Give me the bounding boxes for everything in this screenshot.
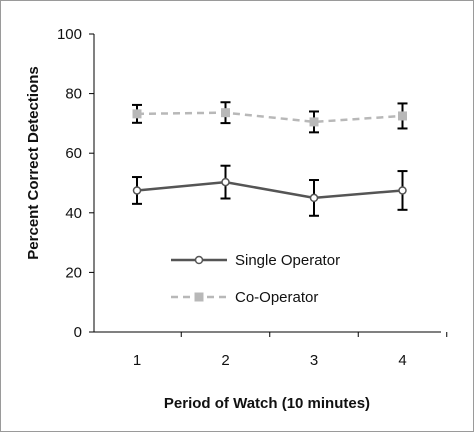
data-point: [132, 109, 142, 119]
series-line: [136, 180, 403, 200]
series-layer: [132, 101, 408, 217]
y-tick-label: 40: [65, 205, 82, 222]
legend-swatch-marker: [194, 255, 204, 265]
x-tick-label: 3: [310, 352, 318, 369]
series-line: [136, 111, 403, 124]
data-point: [221, 108, 230, 118]
legend-label: Co-Operator: [235, 289, 318, 306]
x-axis-title: Period of Watch (10 minutes): [164, 395, 370, 412]
legend-item-0: Single Operator: [171, 252, 340, 269]
y-axis-title: Percent Correct Detections: [25, 66, 42, 259]
data-point: [132, 186, 142, 195]
y-tick-label: 20: [65, 264, 82, 281]
legend: Single Operator Co-Operator: [171, 252, 340, 306]
data-point: [309, 117, 319, 127]
data-point: [309, 193, 319, 203]
y-tick-label: 60: [65, 145, 82, 162]
y-tick-label: 0: [74, 324, 82, 341]
data-point: [398, 186, 407, 195]
data-point: [398, 111, 407, 121]
y-tick-label: 100: [57, 26, 82, 43]
legend-label: Single Operator: [235, 252, 340, 269]
axes: [89, 33, 448, 337]
legend-swatch-marker: [194, 292, 204, 302]
y-tick-label: 80: [65, 86, 82, 103]
series-0: [132, 164, 408, 217]
x-tick-label: 2: [221, 352, 229, 369]
y-tick-labels: 0 20 40 60 80 100: [57, 26, 82, 341]
legend-item-1: Co-Operator: [171, 289, 318, 306]
x-tick-label: 1: [133, 352, 141, 369]
series-1: [132, 101, 408, 134]
x-tick-labels: 1 2 3 4: [133, 352, 407, 369]
data-point: [221, 177, 230, 187]
x-tick-label: 4: [398, 352, 406, 369]
